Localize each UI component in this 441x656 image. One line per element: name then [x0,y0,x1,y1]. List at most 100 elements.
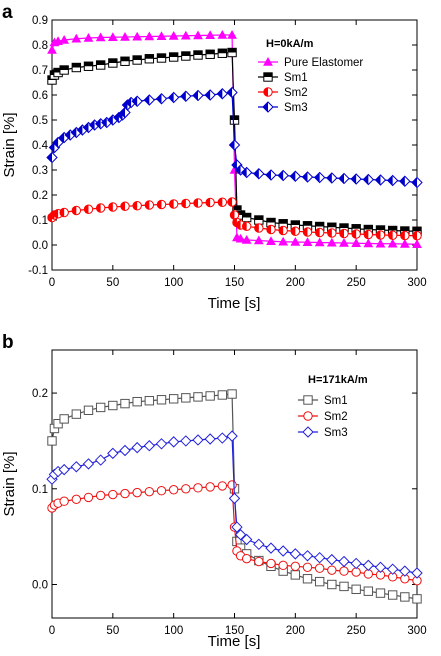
data-point [226,430,238,442]
legend-item: Sm1 [258,72,308,84]
data-point [71,33,82,43]
x-tick-label: 200 [286,625,305,637]
ticks: 0 50 100 150 200 250 300 0.0 0.1 0.2 [32,350,427,637]
ticks: 0 50 100 150 200 250 300 -0.1 0.0 0.1 0.2 0.3 0.4 0.5… [28,15,426,289]
data-point [193,30,203,40]
legend-item: Sm1 [298,395,348,407]
data-point [156,199,167,210]
data-point [226,86,238,99]
data-point [266,236,276,246]
data-point [168,394,179,404]
x-tick-label: 200 [286,277,305,289]
data-point [350,173,362,185]
data-point [277,169,289,182]
data-point [180,90,192,102]
data-point [83,405,94,416]
data-point [132,201,142,211]
data-point [144,31,155,41]
data-point [351,584,361,594]
data-point [181,393,191,403]
data-point [254,215,264,225]
data-point [108,400,118,411]
data-point [144,54,155,64]
data-point [143,440,156,452]
data-point [94,454,107,466]
y-tick-label: 0.1 [32,215,48,227]
data-point [363,229,374,240]
data-point [412,239,422,249]
data-point [59,496,69,506]
data-point [326,553,338,566]
data-point [217,29,228,39]
data-point [374,174,387,186]
data-point [411,567,423,579]
data-point [338,555,350,568]
x-tick-label: 250 [347,625,366,637]
y-tick-label: 0.4 [32,140,49,152]
data-point [82,458,95,470]
data-point [71,205,82,216]
data-point [131,95,143,107]
y-tick-label: 0.1 [32,484,48,496]
data-point [217,481,228,491]
x-axis-title: Time [s] [208,295,261,312]
legend-label: Sm2 [324,411,348,423]
legend: Sm1 Sm2 Sm3 [298,395,348,439]
data-point [290,570,301,580]
data-point [375,238,386,248]
data-point [362,559,375,572]
y-axis-title: Strain [%] [1,451,18,516]
legend-item: Sm2 [298,411,348,423]
series-group [46,29,423,249]
x-tick-label: 100 [164,625,183,637]
legend-label: Sm3 [324,427,348,439]
legend-item: Pure Elastomer [258,56,363,69]
data-point [290,236,301,246]
x-axis-title: Time [s] [208,633,261,650]
data-point [339,581,349,592]
series-sm2 [47,197,422,241]
data-point [266,224,276,235]
data-point [205,30,216,40]
data-point [228,139,241,151]
y-tick-label: 0.3 [32,165,48,177]
data-point [351,229,361,239]
data-point [339,228,349,239]
data-point [83,32,94,42]
data-point [155,93,168,105]
data-point [108,489,118,500]
data-point [59,207,69,218]
series-pure-elastomer [47,29,422,249]
data-point [217,48,228,58]
panel-a: a Strain [%] Time [s] H=0kA/m 0 50 100 150 2… [1,2,427,312]
data-point [363,586,374,596]
legend-label: Pure Elastomer [284,57,363,69]
field-annotation: H=0kA/m [266,38,314,50]
data-point [193,483,203,493]
legend-label: Sm1 [324,395,348,407]
data-point [326,172,338,184]
data-point [156,486,167,496]
data-point [411,176,423,189]
data-point [193,50,203,60]
data-point [314,237,325,247]
data-point [144,200,155,210]
data-point [132,31,143,41]
data-point [254,556,264,567]
data-point [156,53,167,63]
data-point [71,494,82,505]
data-point [254,223,264,233]
series-sm3 [46,86,423,189]
data-point [301,550,314,562]
data-point [302,574,313,584]
legend-marker [262,101,274,113]
data-point [156,31,167,41]
series-group [46,389,423,604]
data-point [241,212,252,223]
data-point [156,395,167,405]
data-point [234,529,247,541]
data-point [327,228,337,238]
data-point [58,463,70,476]
